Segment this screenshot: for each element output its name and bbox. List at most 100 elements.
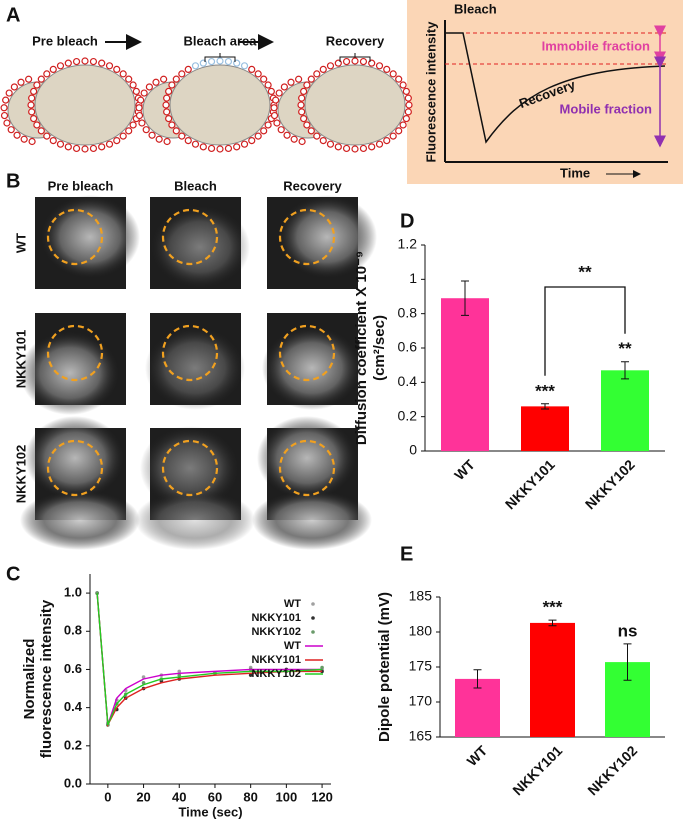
marker: [359, 57, 368, 66]
marker: [81, 145, 89, 153]
y-axis-title: fluorescence intensity: [38, 599, 55, 758]
marker: [395, 75, 403, 83]
marker: [273, 119, 281, 127]
marker: [142, 126, 150, 134]
y-tick-label: 0.2: [64, 737, 82, 752]
marker: [105, 62, 114, 70]
marker: [383, 65, 391, 74]
marker: [389, 70, 397, 78]
marker: [319, 136, 327, 145]
point: [95, 591, 99, 595]
marker: [240, 62, 249, 70]
marker: [240, 140, 249, 148]
marker: [81, 57, 89, 65]
marker: [125, 75, 133, 83]
bar: [601, 370, 649, 451]
column-label: Recovery: [283, 178, 342, 193]
y-tick-label: 0: [409, 442, 417, 458]
error-bar: [461, 280, 469, 316]
marker: [298, 108, 306, 116]
step-label: Pre bleach: [32, 33, 98, 48]
marker: [224, 144, 233, 153]
marker: [172, 75, 180, 83]
marker: [163, 108, 171, 116]
marker: [319, 65, 327, 74]
axis-title: Time: [560, 165, 590, 180]
roi: [46, 324, 104, 382]
signal: [25, 416, 125, 500]
column-label: Pre bleach: [48, 178, 114, 193]
point: [320, 669, 324, 674]
x-tick-label: 0: [104, 789, 111, 804]
roi: [161, 208, 219, 266]
marker: [342, 57, 351, 66]
marker: [37, 75, 45, 83]
marker: [248, 65, 256, 74]
marker: [49, 136, 57, 145]
marker: [300, 87, 308, 96]
y-tick-label: 175: [409, 658, 433, 674]
y-tick-label: 170: [409, 693, 433, 709]
step-label: Bleach area: [184, 33, 258, 48]
marker: [56, 62, 65, 70]
x-tick-label: 100: [276, 789, 298, 804]
signal: [20, 331, 120, 415]
marker: [49, 65, 57, 74]
marker: [7, 126, 15, 134]
marker: [43, 70, 51, 78]
legend-label: WT: [284, 640, 301, 652]
marker: [28, 94, 36, 102]
marker: [168, 81, 176, 89]
marker: [113, 65, 121, 74]
legend-label: WT: [284, 598, 301, 610]
marker: [298, 94, 306, 102]
y-tick-label: 0.0: [64, 775, 82, 790]
point: [177, 673, 182, 677]
marker: [28, 137, 36, 146]
significance: **: [578, 262, 592, 281]
marker: [404, 94, 412, 102]
marker: [30, 114, 38, 123]
marker: [254, 132, 262, 140]
bracket: [339, 53, 371, 62]
legend-marker: [311, 602, 315, 606]
y-tick-label: 0.8: [64, 623, 82, 638]
legend-label: NKKY101: [251, 654, 301, 666]
marker: [43, 132, 51, 140]
marker: [89, 57, 98, 66]
marker: [64, 143, 72, 151]
marker: [295, 75, 303, 83]
marker: [287, 78, 295, 86]
marker: [160, 75, 168, 83]
cell: [169, 64, 271, 146]
marker: [375, 62, 384, 70]
y-tick-label: 165: [409, 728, 433, 744]
marker: [277, 126, 285, 134]
marker: [351, 145, 359, 153]
marker: [264, 81, 272, 89]
error-bar: [623, 643, 632, 681]
marker: [10, 83, 18, 91]
fit-line: [96, 593, 323, 726]
signal: [277, 195, 377, 279]
roi: [278, 324, 336, 382]
y-tick-label: 185: [409, 588, 433, 604]
point: [177, 669, 182, 674]
marker: [307, 75, 315, 83]
x-tick-label: 40: [172, 789, 186, 804]
x-tick-label: NKKY102: [582, 456, 638, 512]
signal: [20, 490, 140, 550]
panel-label: C: [6, 563, 20, 585]
signal: [252, 490, 372, 550]
panel-label: A: [6, 4, 20, 26]
y-tick-label: 0.4: [398, 373, 418, 389]
marker: [119, 70, 127, 78]
step-label: Recovery: [326, 33, 385, 48]
marker: [20, 135, 28, 143]
marker: [207, 57, 216, 66]
marker: [267, 87, 275, 96]
label: Immobile fraction: [542, 38, 650, 53]
y-tick-label: 1.2: [398, 236, 418, 252]
marker: [37, 127, 45, 135]
roi: [161, 324, 219, 382]
